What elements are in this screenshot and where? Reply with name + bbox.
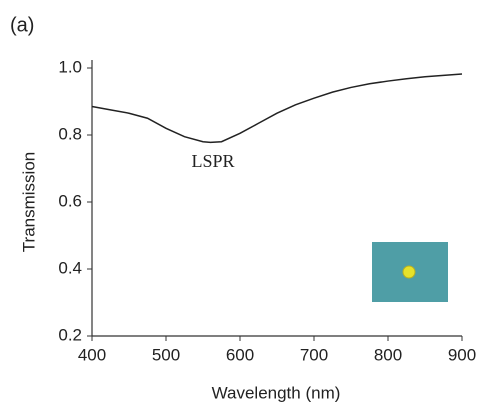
x-tick-label: 600 <box>226 345 254 364</box>
inset-image <box>372 242 448 302</box>
inset-particle <box>402 265 416 279</box>
y-axis-label: Transmission <box>19 152 38 252</box>
y-tick-label: 0.6 <box>58 191 82 210</box>
x-tick-label: 800 <box>374 345 402 364</box>
x-tick-label: 900 <box>448 345 476 364</box>
x-axis-label: Wavelength (nm) <box>212 383 341 402</box>
y-tick-label: 0.2 <box>58 325 82 344</box>
annotation: LSPR <box>191 151 234 171</box>
x-tick-label: 500 <box>152 345 180 364</box>
line-series <box>91 73 463 144</box>
y-tick-label: 1.0 <box>58 57 82 76</box>
y-tick-label: 0.4 <box>58 258 82 277</box>
x-tick-label: 700 <box>300 345 328 364</box>
panel-label: (a) <box>10 14 34 36</box>
x-tick-label: 400 <box>78 345 106 364</box>
y-tick-label: 0.8 <box>58 124 82 143</box>
